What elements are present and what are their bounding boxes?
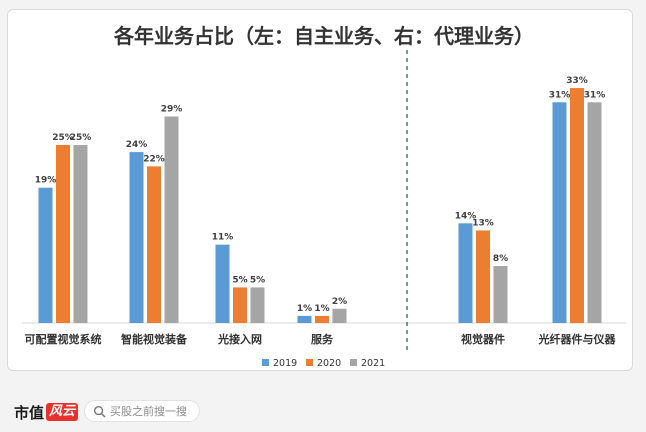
data-label: 2%	[332, 297, 347, 307]
brand-mark: 风云	[46, 403, 79, 421]
data-label: 8%	[493, 254, 508, 264]
data-label: 25%	[70, 133, 92, 143]
legend: 2019 2020 2021	[262, 358, 385, 369]
data-label: 33%	[566, 76, 588, 86]
chart-title: 各年业务占比（左：自主业务、右：代理业务）	[113, 24, 534, 48]
bar-2019-5	[552, 102, 567, 323]
bar-2020-3	[315, 315, 329, 323]
legend-label: 2020	[317, 358, 341, 369]
chart-marks: 19% 25%25% 可配置视觉系统 24% 22% 29% 智能视觉装备 11% 5% 5% 光接…	[25, 76, 617, 346]
category-label: 可配置视觉系统	[25, 332, 102, 346]
bar-2021-4	[493, 266, 508, 323]
bar-2021-0	[73, 145, 88, 323]
data-label: 19%	[35, 176, 57, 186]
category-label: 视觉器件	[461, 332, 505, 346]
data-label: 25%	[52, 133, 74, 143]
search-placeholder: 买股之前搜一搜	[110, 405, 187, 418]
data-label: 24%	[126, 140, 148, 150]
category-label: 智能视觉装备	[121, 332, 188, 346]
data-label: 29%	[161, 105, 183, 115]
legend-swatch-2020	[306, 359, 313, 366]
bar-2019-0	[38, 187, 53, 323]
legend-swatch-2021	[350, 359, 357, 366]
bar-2019-1	[129, 152, 144, 323]
bar-2021-1	[164, 116, 179, 324]
category-label: 光纤器件与仪器	[538, 332, 617, 346]
data-label: 5%	[232, 275, 247, 285]
brand-name: 市值	[14, 403, 45, 422]
legend-swatch-2019	[262, 359, 269, 366]
bar-2021-2	[250, 287, 265, 323]
data-label: 31%	[584, 90, 606, 100]
category-label: 服务	[311, 332, 334, 346]
data-label: 13%	[472, 218, 494, 228]
bar-2020-1	[147, 166, 161, 323]
chart-card	[7, 9, 633, 371]
legend-label: 2019	[273, 358, 297, 369]
bar-2020-4	[476, 230, 490, 323]
footer-bar: 市值 风云 买股之前搜一搜	[0, 392, 646, 432]
data-label: 1%	[314, 304, 329, 314]
search-icon	[93, 405, 106, 417]
data-label: 31%	[549, 90, 571, 100]
search-box[interactable]: 买股之前搜一搜	[84, 400, 200, 422]
bar-2020-2	[233, 287, 247, 323]
category-label: 光接入网	[217, 332, 262, 346]
bar-2021-3	[332, 308, 347, 323]
bar-2021-5	[587, 102, 602, 323]
bar-2019-2	[215, 244, 230, 323]
brand-logo[interactable]: 市值 风云	[14, 400, 79, 424]
data-label: 14%	[455, 211, 477, 221]
data-label: 1%	[297, 304, 312, 314]
data-label: 11%	[212, 233, 234, 243]
legend-label: 2021	[361, 358, 385, 369]
bar-2020-0	[56, 145, 70, 323]
bar-2019-4	[458, 223, 473, 323]
bar-2019-3	[297, 315, 312, 323]
data-label: 22%	[143, 154, 165, 164]
bar-2020-5	[570, 88, 584, 323]
data-label: 5%	[250, 275, 265, 285]
